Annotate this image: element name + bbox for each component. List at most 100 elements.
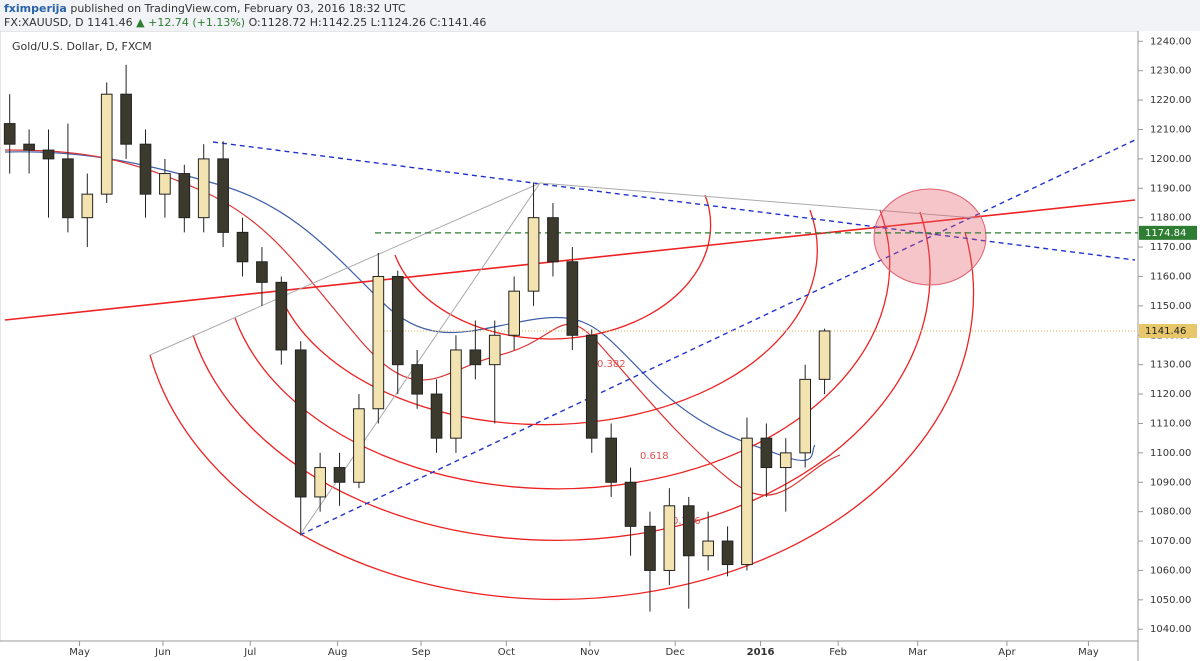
y-tick-label: 1050.00 — [1150, 595, 1191, 606]
candle-body — [217, 158, 229, 233]
candle-body — [120, 93, 132, 145]
x-tick-label: Nov — [580, 647, 600, 658]
x-tick-label: Feb — [829, 647, 847, 658]
y-tick-label: 1080.00 — [1150, 507, 1191, 518]
candle-body — [508, 290, 520, 336]
candle-body — [139, 143, 152, 195]
candle-body — [23, 143, 35, 151]
candle-body — [682, 505, 695, 557]
candle-body — [779, 452, 792, 469]
candle-body — [159, 173, 171, 195]
candle-body — [372, 275, 385, 410]
candle-body — [741, 437, 753, 566]
trend-line — [299, 139, 1136, 536]
y-tick-label: 1120.00 — [1150, 389, 1191, 400]
y-tick-label: 1110.00 — [1150, 418, 1191, 429]
candle-body — [566, 261, 579, 336]
candle-body — [314, 467, 326, 498]
x-tick-label: Dec — [665, 647, 684, 658]
y-tick-label: 1040.00 — [1150, 624, 1191, 635]
candle-body — [3, 123, 16, 145]
candle-body — [236, 231, 249, 263]
y-tick-label: 1100.00 — [1150, 448, 1191, 459]
candle-body — [663, 505, 676, 571]
x-tick-label: Aug — [328, 647, 348, 658]
chart: Gold/U.S. Dollar, D, FXCM 1040.00 1050.00… — [0, 31, 1197, 661]
y-tick-label: 1170.00 — [1150, 242, 1191, 253]
y-tick-label: 1240.00 — [1150, 36, 1191, 47]
fib-arc — [149, 231, 975, 600]
fib-label: 0.618 — [640, 451, 669, 462]
y-tick-label: 1060.00 — [1150, 565, 1191, 576]
y-tick-label: 1230.00 — [1150, 66, 1191, 77]
candle-body — [391, 275, 404, 366]
candle-body — [624, 481, 637, 527]
candle-body — [256, 261, 268, 283]
y-tick-label: 1210.00 — [1150, 124, 1191, 135]
price-label: 1174.84 — [1145, 228, 1186, 239]
candle-body — [294, 349, 307, 498]
candle-body — [644, 525, 656, 571]
trend-line — [212, 141, 1136, 261]
candle-body — [818, 330, 831, 380]
published: published on TradingView.com, February 0… — [70, 2, 406, 15]
candle-body — [721, 540, 734, 566]
candle-body — [197, 158, 210, 219]
trend-line — [4, 199, 1136, 321]
candle-body — [81, 193, 94, 219]
candle-body — [178, 173, 191, 219]
y-tick-label: 1190.00 — [1150, 183, 1191, 194]
x-tick-label: Jun — [154, 647, 171, 658]
fib-label: 0.382 — [597, 359, 626, 370]
candle-body — [100, 93, 113, 195]
candle-body — [353, 408, 365, 483]
x-tick-label: Sep — [412, 647, 431, 658]
price-label-box — [1139, 225, 1197, 240]
price-label: 1141.46 — [1145, 326, 1186, 337]
candle-body — [62, 158, 74, 219]
highlight-zone — [873, 188, 987, 286]
symbol: FX:XAUUSD, D — [4, 16, 84, 29]
candle-body — [702, 540, 714, 557]
candle-body — [469, 349, 482, 366]
y-tick-label: 1200.00 — [1150, 154, 1191, 165]
candle-body — [488, 334, 501, 366]
candle-body — [605, 437, 617, 483]
candle-body — [585, 334, 598, 439]
candle-body — [333, 467, 346, 483]
y-tick-label: 1070.00 — [1150, 536, 1191, 547]
chart-body: Gold/U.S. Dollar, D, FXCM 1040.00 1050.00… — [3, 36, 1197, 658]
candle-body — [527, 217, 540, 292]
candle-body — [799, 378, 812, 454]
plot-area — [0, 31, 1139, 642]
candle-body — [430, 393, 443, 439]
x-tick-label: 2016 — [747, 647, 775, 658]
y-tick-label: 1220.00 — [1150, 95, 1191, 106]
fib-arc — [234, 209, 891, 490]
last: 1141.46 — [87, 16, 133, 29]
x-tick-label: Mar — [908, 647, 928, 658]
ohlc: O:1128.72 H:1142.25 L:1124.26 C:1141.46 — [248, 16, 487, 29]
x-tick-label: Apr — [998, 647, 1016, 658]
candle-body — [450, 349, 462, 439]
x-tick-label: Oct — [498, 647, 515, 658]
x-tick-label: May — [1078, 647, 1099, 658]
header: fximperija published on TradingView.com,… — [0, 0, 1200, 31]
y-tick-label: 1160.00 — [1150, 271, 1191, 282]
x-tick-label: Jul — [243, 647, 256, 658]
fib-arc — [192, 211, 931, 541]
author[interactable]: fximperija — [4, 2, 67, 15]
y-tick-label: 1130.00 — [1150, 360, 1191, 371]
x-tick-label: May — [69, 647, 90, 658]
y-tick-label: 1180.00 — [1150, 213, 1191, 224]
y-tick-label: 1090.00 — [1150, 477, 1191, 488]
change: ▲ +12.74 (+1.13%) — [136, 16, 246, 29]
candle-body — [42, 149, 55, 160]
price-label-box — [1139, 323, 1197, 338]
candle-body — [760, 437, 773, 469]
candle-body — [275, 281, 288, 351]
y-tick-label: 1150.00 — [1150, 301, 1191, 312]
candle-body — [547, 217, 559, 263]
candle-body — [411, 364, 423, 395]
